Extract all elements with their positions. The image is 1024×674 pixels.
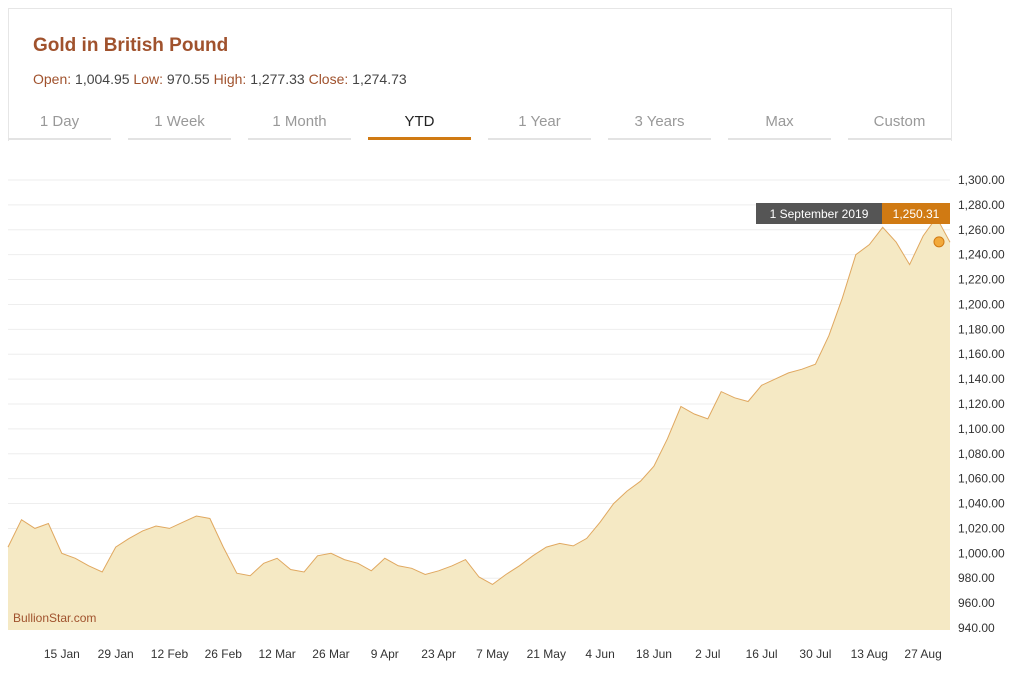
- price-area: [8, 217, 950, 631]
- x-tick-label: 15 Jan: [44, 647, 80, 661]
- close-label: Close:: [308, 71, 349, 87]
- y-tick-label: 1,200.00: [958, 297, 1005, 311]
- x-tick-label: 29 Jan: [98, 647, 134, 661]
- tab-1-month[interactable]: 1 Month: [248, 108, 351, 140]
- tooltip-value: 1,250.31: [893, 207, 940, 221]
- y-tick-label: 960.00: [958, 596, 995, 610]
- tooltip: 1 September 2019 1,250.31: [756, 203, 950, 224]
- y-tick-label: 980.00: [958, 571, 995, 585]
- x-tick-label: 30 Jul: [799, 647, 831, 661]
- x-tick-label: 18 Jun: [636, 647, 672, 661]
- y-tick-label: 1,120.00: [958, 397, 1005, 411]
- x-tick-label: 13 Aug: [851, 647, 888, 661]
- tab-max[interactable]: Max: [728, 108, 831, 140]
- tooltip-date-box: [756, 203, 882, 224]
- x-tick-label: 27 Aug: [904, 647, 941, 661]
- x-tick-label: 9 Apr: [371, 647, 399, 661]
- tab-ytd[interactable]: YTD: [368, 108, 471, 140]
- y-tick-label: 1,240.00: [958, 248, 1005, 262]
- tooltip-date: 1 September 2019: [770, 207, 869, 221]
- tab-3-years[interactable]: 3 Years: [608, 108, 711, 140]
- y-tick-label: 1,000.00: [958, 546, 1005, 560]
- y-tick-label: 1,020.00: [958, 521, 1005, 535]
- watermark: BullionStar.com: [13, 611, 96, 625]
- y-tick-label: 1,080.00: [958, 447, 1005, 461]
- x-tick-label: 26 Mar: [312, 647, 349, 661]
- open-value: 1,004.95: [75, 71, 130, 87]
- y-tick-label: 1,180.00: [958, 322, 1005, 336]
- x-tick-label: 23 Apr: [421, 647, 456, 661]
- y-tick-label: 1,220.00: [958, 273, 1005, 287]
- x-axis: 15 Jan 29 Jan 12 Feb 26 Feb 12 Mar 26 Mar 9 Ap…: [44, 647, 942, 661]
- chart-title: Gold in British Pound: [33, 35, 229, 56]
- y-tick-label: 1,040.00: [958, 497, 1005, 511]
- tab-custom[interactable]: Custom: [848, 108, 951, 140]
- x-tick-label: 16 Jul: [746, 647, 778, 661]
- high-label: High:: [213, 71, 247, 87]
- high-value: 1,277.33: [250, 71, 305, 87]
- x-tick-label: 12 Mar: [258, 647, 295, 661]
- range-tabs: 1 Day 1 Week 1 Month YTD 1 Year 3 Years …: [8, 108, 951, 142]
- price-line: [7, 216, 951, 585]
- x-tick-label: 26 Feb: [205, 647, 243, 661]
- y-tick-label: 1,060.00: [958, 472, 1005, 486]
- y-tick-label: 1,280.00: [958, 198, 1005, 212]
- x-tick-label: 21 May: [527, 647, 566, 661]
- current-point-marker: [933, 236, 945, 248]
- y-tick-label: 1,100.00: [958, 422, 1005, 436]
- ohlc-summary: Open: 1,004.95 Low: 970.55 High: 1,277.3…: [33, 71, 407, 87]
- y-tick-label: 940.00: [958, 621, 995, 635]
- x-tick-label: 12 Feb: [151, 647, 189, 661]
- chart-card: [8, 8, 952, 141]
- y-axis: 940.00 960.00 980.00 1,000.00 1,020.00 1,040.…: [958, 173, 1005, 635]
- low-value: 970.55: [166, 71, 210, 87]
- y-tick-label: 1,300.00: [958, 173, 1005, 187]
- x-tick-label: 7 May: [476, 647, 509, 661]
- price-chart[interactable]: 940.00 960.00 980.00 1,000.00 1,020.00 1,040.…: [0, 140, 1024, 674]
- open-label: Open:: [33, 71, 72, 87]
- tooltip-value-box: [882, 203, 950, 224]
- tab-1-day[interactable]: 1 Day: [8, 108, 111, 140]
- y-tick-label: 1,160.00: [958, 347, 1005, 361]
- low-label: Low:: [133, 71, 163, 87]
- x-tick-label: 2 Jul: [695, 647, 720, 661]
- tab-1-year[interactable]: 1 Year: [488, 108, 591, 140]
- y-tick-label: 1,140.00: [958, 372, 1005, 386]
- close-value: 1,274.73: [352, 71, 407, 87]
- x-tick-label: 4 Jun: [585, 647, 614, 661]
- tab-1-week[interactable]: 1 Week: [128, 108, 231, 140]
- y-tick-label: 1,260.00: [958, 223, 1005, 237]
